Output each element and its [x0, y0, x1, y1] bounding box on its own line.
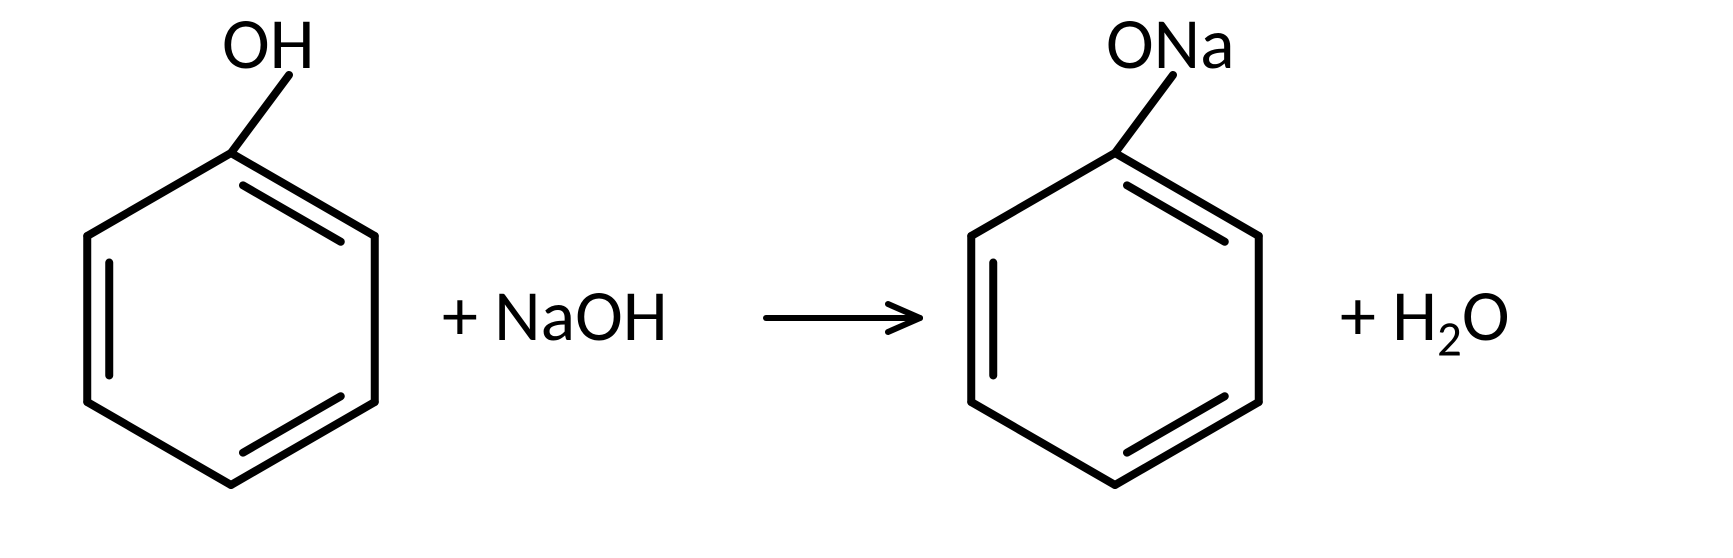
reagent-naoh: + NaOH [442, 280, 668, 352]
substituent-label-right: ONa [1106, 8, 1235, 80]
formula-h2o-h: H [1392, 272, 1437, 360]
arrow-right-icon [766, 304, 920, 332]
reaction-canvas: OH ONa + NaOH + H2O [0, 0, 1733, 558]
formula-h2o-o: O [1462, 272, 1510, 360]
product-h2o: + H2O [1340, 280, 1509, 352]
phenoxide-ring [971, 75, 1259, 485]
plus-sign-2: + [1340, 272, 1392, 360]
phenol-ring [87, 75, 375, 485]
substituent-label-left: OH [222, 8, 315, 80]
plus-sign-1: + [442, 272, 494, 360]
formula-h2o-sub: 2 [1437, 309, 1462, 369]
formula-naoh: NaOH [494, 272, 668, 360]
